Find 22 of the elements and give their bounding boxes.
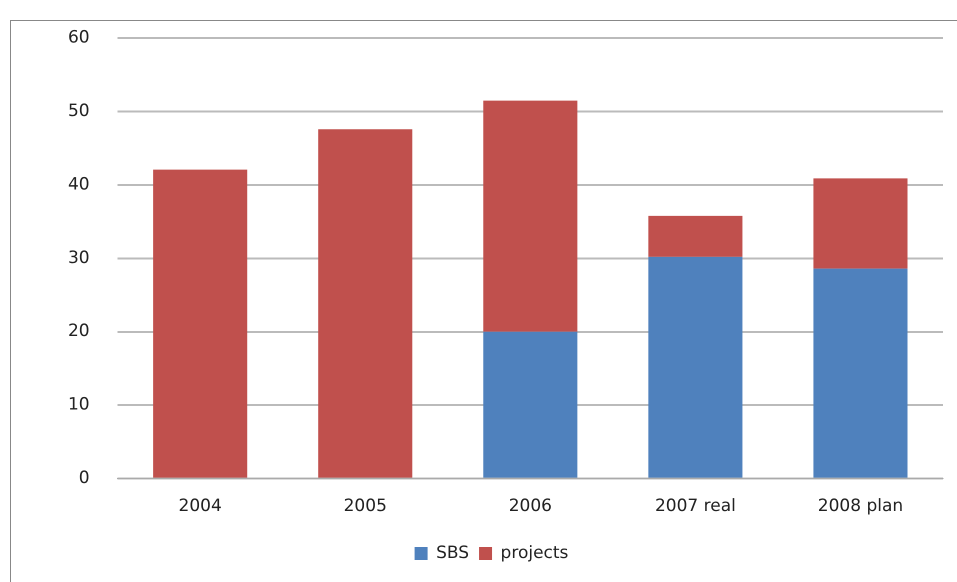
legend-label: SBS — [436, 542, 470, 563]
bar — [483, 332, 578, 478]
bar — [153, 170, 248, 478]
x-tick-label: 2007 real — [654, 496, 736, 516]
y-tick-label: 60 — [68, 28, 90, 48]
x-tick-label: 2006 — [508, 496, 552, 516]
y-tick-label: 0 — [78, 468, 90, 488]
y-tick-label: 10 — [68, 394, 90, 415]
bar — [648, 216, 742, 257]
legend-label: projects — [500, 542, 569, 563]
bar — [813, 178, 908, 269]
x-tick-label: 2005 — [344, 496, 387, 516]
bar — [813, 268, 908, 478]
bar — [648, 256, 742, 478]
y-tick-label: 50 — [68, 101, 90, 122]
y-tick-label: 30 — [68, 248, 90, 268]
x-tick-label: 2004 — [178, 496, 222, 516]
x-tick-label: 2008 plan — [818, 496, 904, 516]
y-tick-label: 20 — [68, 321, 90, 342]
bar — [483, 100, 578, 332]
y-tick-label: 40 — [68, 174, 90, 194]
bar — [318, 129, 412, 478]
